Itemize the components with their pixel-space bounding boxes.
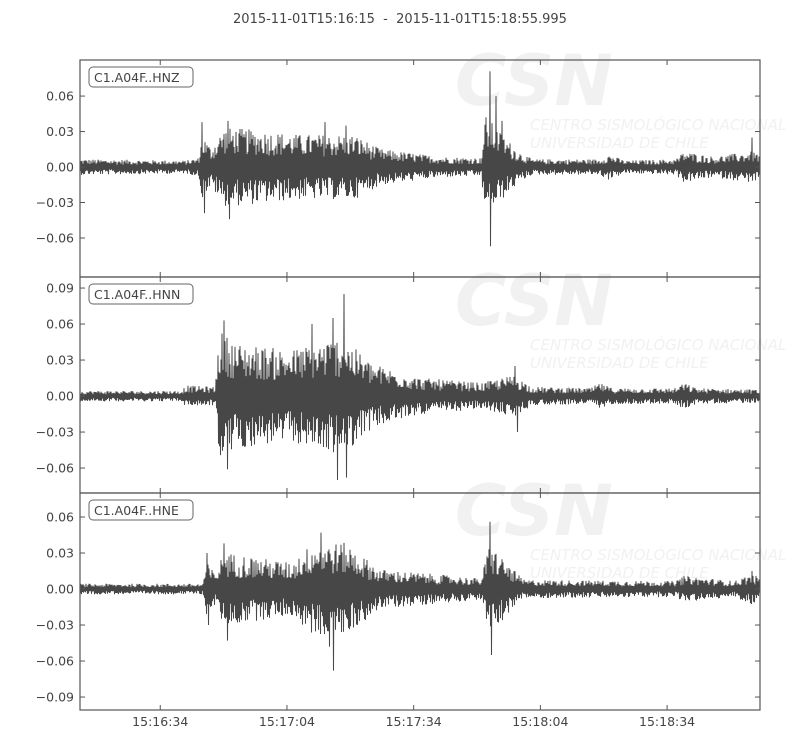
y-tick-label: −0.09 [36,690,74,705]
x-tick-label: 15:17:34 [386,714,442,729]
watermark-text: CENTRO SISMOLÓGICO NACIONAL [530,335,786,354]
y-tick-label: −0.03 [36,195,74,210]
y-tick-label: 0.00 [46,582,74,597]
y-tick-label: 0.00 [46,160,74,175]
waveform-trace-hnz [79,71,761,247]
y-tick-label: −0.03 [36,618,74,633]
plot-title: 2015-11-01T15:16:15 - 2015-11-01T15:18:5… [233,12,567,27]
y-tick-label: 0.03 [46,124,74,139]
trace-label-box [88,66,194,88]
y-tick-label: 0.06 [46,89,74,104]
y-tick-label: 0.03 [46,546,74,561]
watermark-logo: CSN [455,470,613,552]
trace-label-box [88,499,194,521]
y-tick-label: 0.09 [46,281,74,296]
watermark-text: UNIVERSIDAD DE CHILE [530,134,709,152]
y-tick-label: −0.06 [36,230,74,245]
x-tick-label: 15:18:34 [639,714,695,729]
watermark-text: CENTRO SISMOLÓGICO NACIONAL [530,545,786,564]
x-tick-label: 15:16:34 [132,714,188,729]
trace-label: C1.A04F..HNZ [94,70,180,85]
watermark-text: CENTRO SISMOLÓGICO NACIONAL [530,115,786,134]
x-tick-label: 15:18:04 [512,714,568,729]
axes-frame [79,492,761,711]
watermark-logo: CSN [455,40,613,122]
trace-label-box [88,283,194,305]
x-tick-label: 15:17:04 [259,714,315,729]
y-tick-label: 0.06 [46,510,74,525]
waveform-trace-hnn [79,293,761,481]
y-tick-label: 0.03 [46,353,74,368]
trace-label: C1.A04F..HNE [94,503,179,518]
watermark-text: UNIVERSIDAD DE CHILE [530,564,709,582]
y-tick-label: −0.06 [36,654,74,669]
y-tick-label: −0.06 [36,461,74,476]
y-tick-label: 0.00 [46,389,74,404]
y-tick-label: −0.03 [36,425,74,440]
y-tick-label: 0.06 [46,317,74,332]
watermark-text: UNIVERSIDAD DE CHILE [530,354,709,372]
waveform-trace-hne [79,521,761,671]
trace-label: C1.A04F..HNN [94,287,180,302]
watermark-logo: CSN [455,260,613,342]
